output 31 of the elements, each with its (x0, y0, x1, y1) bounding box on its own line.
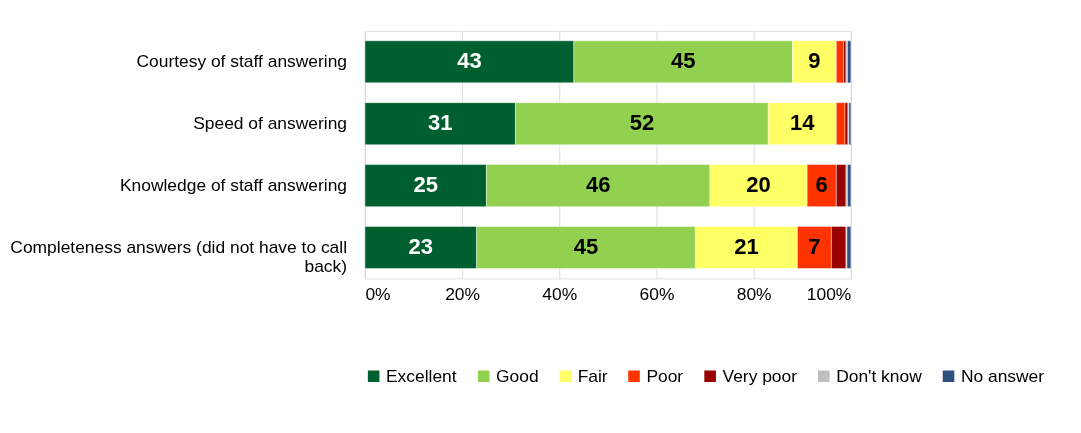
x-tick-label: 80% (736, 283, 772, 304)
legend-label: No answer (960, 365, 1045, 386)
legend-label: Fair (577, 365, 608, 386)
legend-label: Good (496, 365, 539, 386)
y-tick-label: Completeness answers (did not have to call back) (10, 236, 348, 277)
data-label: 45 (573, 233, 599, 259)
y-tick-label: Courtesy of staff answering (136, 51, 348, 72)
data-label: 21 (734, 233, 759, 259)
data-label: 20 (746, 172, 771, 198)
y-tick-label: Knowledge of staff answering (119, 175, 348, 196)
data-label: 43 (457, 48, 482, 74)
x-tick-label: 0% (365, 283, 391, 304)
legend-label: Poor (646, 365, 684, 386)
x-tick-label: 40% (542, 283, 578, 304)
data-label: 25 (413, 172, 438, 198)
data-label: 46 (585, 172, 611, 198)
x-tick-label: 20% (445, 283, 480, 304)
data-label: 23 (408, 233, 434, 259)
legend-label: Very poor (722, 365, 798, 386)
y-tick-label: Speed of answering (193, 113, 348, 134)
x-tick-label: 60% (639, 283, 675, 304)
x-tick-label: 100% (806, 283, 852, 304)
data-label: 6 (815, 172, 828, 198)
data-label: 45 (670, 48, 696, 74)
data-label: 31 (428, 110, 453, 136)
legend-label: Excellent (386, 365, 457, 386)
data-label: 7 (808, 233, 821, 259)
data-label: 14 (790, 110, 816, 136)
legend-label: Don't know (836, 365, 923, 386)
data-label: 9 (808, 48, 821, 74)
data-label: 52 (629, 110, 655, 136)
